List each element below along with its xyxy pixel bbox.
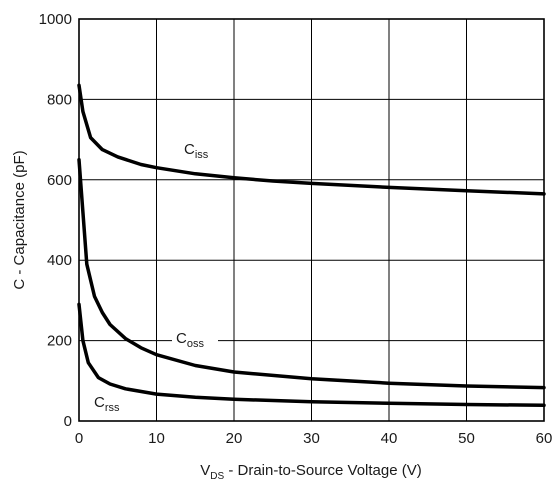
y-tick-label: 400 (47, 252, 72, 269)
y-tick-label: 600 (47, 172, 72, 189)
series-line-coss (77, 157, 546, 390)
series-line-ciss (77, 83, 546, 196)
label-coss: Coss (176, 330, 204, 350)
label-ciss: Ciss (184, 141, 209, 161)
x-tick-label: 20 (226, 430, 243, 447)
x-tick-label: 10 (148, 430, 165, 447)
series-lines (77, 83, 546, 408)
x-tick-label: 60 (536, 430, 553, 447)
y-tick-label: 800 (47, 91, 72, 108)
x-tick-label: 40 (381, 430, 398, 447)
x-axis-label: VDS - Drain-to-Source Voltage (V) (200, 462, 422, 482)
y-tick-label: 200 (47, 333, 72, 350)
x-tick-labels: 0 10 20 30 40 50 60 (75, 430, 553, 447)
y-tick-labels: 0 200 400 600 800 1000 (39, 11, 72, 430)
x-tick-label: 0 (75, 430, 83, 447)
y-tick-label: 0 (64, 413, 72, 430)
x-tick-label: 50 (458, 430, 475, 447)
plot-frame (78, 18, 545, 422)
grid (79, 19, 544, 421)
y-tick-label: 1000 (39, 11, 72, 28)
label-coss-background (172, 327, 218, 349)
series-line-crss (77, 302, 546, 408)
y-axis-label: C - Capacitance (pF) (11, 150, 28, 289)
x-tick-label: 30 (303, 430, 320, 447)
label-crss: Crss (94, 394, 120, 414)
